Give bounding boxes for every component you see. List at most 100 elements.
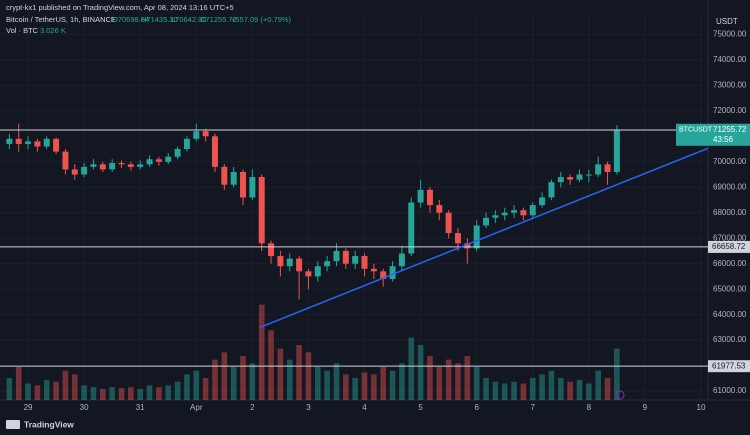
volume-label: Vol · BTC [6,26,39,35]
volume-bar [15,367,22,400]
candle-body [286,258,293,267]
volume-bar [361,372,368,400]
volume-bar [529,378,536,400]
volume-bar [184,374,190,400]
trendline [259,147,709,329]
volume-bar [305,352,312,400]
volume-bar [240,356,246,400]
volume-bar [427,356,433,400]
x-tick-label: 2 [250,403,255,412]
candle-body [296,258,303,272]
volume-bar [455,363,461,400]
candle-body [389,266,396,279]
x-tick-label: 31 [136,403,145,412]
candle-body [43,138,50,147]
countdown: 43:56 [713,135,734,144]
volume-bar [128,387,134,400]
candle-body [202,131,209,137]
ohlc-change: +557.09 (+0.79%) [231,15,292,24]
volume-bar [43,379,50,400]
candle-body [15,138,22,144]
candle-body [268,243,275,257]
x-tick-label: 3 [306,403,311,412]
candle-body [258,177,265,244]
candle-body [221,166,228,185]
candle-body [576,174,583,180]
level-label: 66658.72 [712,242,746,251]
x-tick-label: 7 [531,403,536,412]
volume-bar [445,359,452,400]
volume-bar [146,385,153,400]
level-tag [708,360,750,373]
volume-bar [249,363,256,400]
volume-bar [343,374,349,400]
volume-bar [258,304,265,400]
candle-body [324,261,331,267]
volume-bar [90,387,97,400]
x-tick-label: 8 [587,403,592,412]
volume-bar [221,352,228,400]
x-tick-label: 6 [474,403,479,412]
plot: 61000.00 63000.00 64000.00 65000.00 66000.00… [0,14,750,412]
volume-bar [380,367,387,400]
candle-body [62,151,69,170]
y-tick-label: 67000.00 [713,233,747,242]
y-tick-label: 61000.00 [713,386,747,395]
candle-body [417,189,424,203]
symbol: Bitcoin / TetherUS, 1h, BINANCE [6,15,116,24]
candle-body [492,215,499,218]
volume-bar [286,359,293,400]
volume-bar [333,363,340,400]
volume-bar [34,385,41,400]
candle-body [183,138,190,150]
y-tick-label: 70000.00 [713,157,747,166]
candle-body [333,250,340,262]
candle-body [174,149,181,157]
candle-body [464,243,471,249]
volume-bar [604,378,611,400]
candle-body [137,164,144,167]
candle-body [240,171,247,198]
candle-body [352,256,359,264]
y-tick-label: 75000.00 [713,29,747,38]
overlay: crypt-kx1 published on TradingView.com, … [6,3,738,429]
y-tick-label: 74000.00 [713,55,747,64]
candle-body [155,159,162,162]
volume-bar [501,383,508,400]
candle-body [426,189,433,206]
publisher: crypt-kx1 published on TradingView.com, … [6,3,234,12]
event-icon [615,390,625,400]
x-tick-label: 29 [24,403,33,412]
volume-bar [109,387,115,400]
x-tick-label: Apr [190,403,203,412]
x-tick-label: 10 [697,403,706,412]
volume-bar [193,370,200,400]
candle-body [342,250,349,264]
y-tick-label: 69000.00 [713,182,747,191]
volume-bar [202,378,209,400]
candle-body [483,217,490,226]
x-tick-label: 30 [80,403,89,412]
x-tick-label: 4 [362,403,367,412]
candle-body [520,210,527,216]
brand: TradingView [24,419,74,429]
candle-body [90,164,97,167]
volume-bar [6,378,13,400]
ohlc-open: O70698.64 [112,15,149,24]
volume-bar [324,370,330,400]
candle-body [613,129,620,172]
candle-body [118,163,125,165]
candle-body [501,212,508,216]
candle-body [511,210,518,213]
volume-bar [389,370,396,400]
volume-bar [567,381,573,400]
volume-bar [53,381,59,400]
volume-bar [586,383,592,400]
volume-value: 3.026 K [40,26,66,35]
y-tick-label: 65000.00 [713,284,747,293]
candle-body [53,138,60,152]
candle-body [454,233,461,244]
x-tick-label: 5 [418,403,423,412]
candle-body [109,163,116,170]
